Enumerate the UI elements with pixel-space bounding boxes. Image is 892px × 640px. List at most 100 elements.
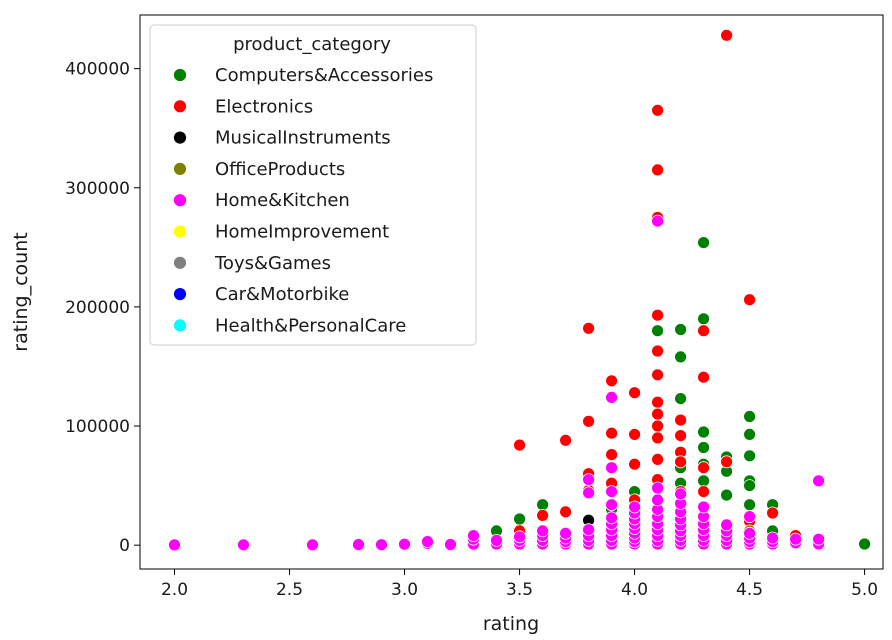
data-point [628, 386, 641, 400]
legend: product_category Computers&Accessories El… [149, 24, 477, 346]
x-tick-label: 3.5 [506, 580, 533, 600]
data-point [628, 500, 641, 514]
data-point [582, 523, 595, 537]
legend-label: Home&Kitchen [215, 190, 350, 211]
data-point [674, 392, 687, 406]
data-point [697, 425, 710, 439]
data-point [674, 487, 687, 501]
data-point [582, 486, 595, 500]
data-point [237, 538, 250, 552]
data-point [536, 498, 549, 512]
data-point [605, 511, 618, 525]
legend-label: MusicalInstruments [215, 128, 391, 149]
data-point [582, 473, 595, 487]
data-point [697, 370, 710, 384]
data-point [444, 538, 457, 551]
points-layer [168, 28, 871, 552]
data-point [743, 479, 756, 493]
data-point [812, 474, 825, 488]
data-point [651, 368, 664, 382]
data-point [513, 438, 526, 452]
data-point [743, 293, 756, 307]
data-point [651, 481, 664, 495]
data-point [720, 518, 733, 532]
data-point [720, 28, 733, 42]
data-point [674, 413, 687, 427]
data-point [674, 455, 687, 469]
data-point [651, 163, 664, 177]
data-point [743, 498, 756, 512]
data-point [513, 512, 526, 526]
legend-marker [173, 287, 187, 302]
data-point [628, 427, 641, 441]
data-point [743, 449, 756, 463]
legend-marker [173, 193, 187, 208]
y-tick-label: 0 [119, 536, 130, 556]
data-point [605, 374, 618, 388]
x-tick-label: 4.0 [621, 580, 648, 600]
legend-marker [173, 99, 187, 114]
data-point [398, 537, 411, 551]
legend-label: Health&PersonalCare [215, 315, 406, 336]
data-point [674, 323, 687, 336]
data-point [467, 529, 480, 542]
x-axis-label: rating [483, 613, 539, 635]
data-point [559, 526, 572, 540]
data-point [651, 419, 664, 433]
data-point [697, 236, 710, 250]
data-point [651, 395, 664, 409]
x-tick-label: 3.0 [391, 580, 418, 600]
data-point [421, 535, 434, 548]
legend-label: Computers&Accessories [215, 65, 433, 86]
legend-title: product_category [233, 34, 391, 55]
data-point [651, 344, 664, 358]
data-point [605, 448, 618, 462]
data-point [559, 505, 572, 519]
legend-box [149, 24, 477, 346]
data-point [743, 526, 756, 540]
legend-label: OfficeProducts [215, 159, 345, 180]
x-axis-ticks: 2.0 2.5 3.0 3.5 4.0 4.5 5.0 [161, 569, 878, 600]
data-point [582, 414, 595, 428]
data-point [651, 493, 664, 507]
data-point [605, 390, 618, 404]
data-point [536, 524, 549, 538]
data-point [536, 509, 549, 522]
y-tick-label: 100000 [65, 417, 130, 437]
y-axis-label: rating_count [10, 232, 32, 351]
axes-frame [139, 14, 884, 570]
data-point [605, 498, 618, 512]
data-point [697, 312, 710, 326]
data-point [559, 433, 572, 447]
legend-marker [173, 224, 187, 239]
data-point [697, 474, 710, 488]
legend-label: HomeImprovement [215, 222, 389, 243]
data-point [743, 410, 756, 423]
legend-label: Electronics [215, 96, 313, 117]
data-point [605, 461, 618, 475]
data-point [697, 441, 710, 454]
data-point [306, 538, 319, 552]
data-point [766, 506, 779, 520]
data-point [651, 407, 664, 421]
data-point [697, 485, 710, 499]
data-point [375, 538, 388, 552]
data-point [789, 532, 802, 546]
legend-marker [173, 68, 187, 82]
data-point [651, 308, 664, 322]
legend-label: Car&Motorbike [215, 284, 349, 305]
y-axis-ticks: 0 100000 200000 300000 400000 [65, 60, 140, 556]
legend-items: Computers&Accessories Electronics MusicalI… [173, 65, 433, 336]
data-point [513, 530, 526, 544]
data-point [168, 538, 181, 552]
data-point [697, 500, 710, 514]
data-point [651, 452, 664, 466]
data-point [720, 455, 733, 469]
data-point [674, 429, 687, 443]
legend-marker [173, 161, 187, 176]
data-point [858, 537, 871, 551]
legend-marker [173, 318, 187, 333]
data-point [605, 426, 618, 440]
data-point [490, 534, 503, 547]
